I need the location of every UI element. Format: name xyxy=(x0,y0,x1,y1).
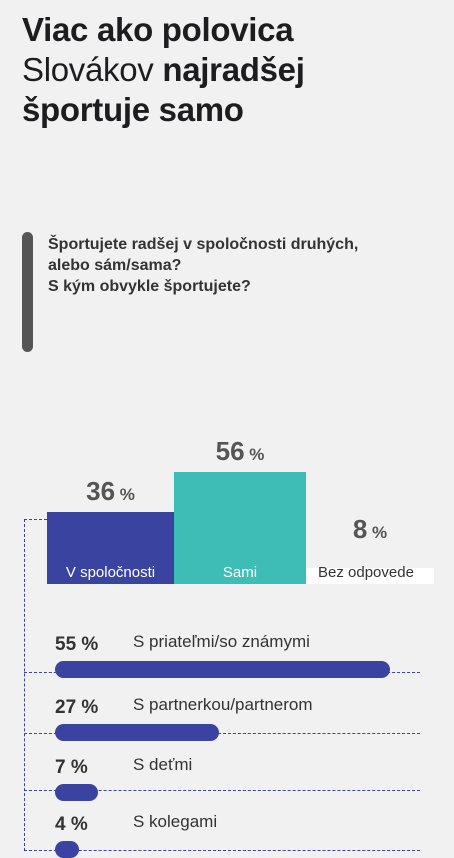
connector-divider-3 xyxy=(24,790,420,791)
column-value-label: 8 % xyxy=(352,514,388,544)
row-value-label: 27 % xyxy=(55,697,99,718)
row-category-label: S priateľmi/so známymi xyxy=(133,632,310,651)
column-value-label: 36 % xyxy=(86,476,135,506)
row-value-label: 4 % xyxy=(55,814,88,835)
row-category-label: S kolegami xyxy=(133,812,218,831)
column-bar-2 xyxy=(174,472,306,584)
headline-line3: športuje samo xyxy=(22,91,244,128)
column-category-label: V spoločnosti xyxy=(65,564,156,581)
question-accent-bar xyxy=(22,232,33,352)
headline: Viac ako polovica Slovákov najradšej špo… xyxy=(22,10,442,130)
row-value-label: 7 % xyxy=(55,757,88,778)
headline-line2-bold: najradšej xyxy=(162,51,305,88)
column-value-label: 56 % xyxy=(215,436,265,466)
column-bar-1 xyxy=(47,512,174,584)
connector-top xyxy=(24,519,47,520)
connector-vertical xyxy=(24,519,25,851)
row-category-label: S deťmi xyxy=(133,755,193,774)
row-bar xyxy=(55,661,390,678)
headline-line2-normal: Slovákov xyxy=(22,51,154,88)
question-line1: Športujete radšej v spoločnosti druhých, xyxy=(48,236,359,253)
column-category-label: Bez odpovede xyxy=(318,564,414,581)
headline-line1: Viac ako polovica xyxy=(22,11,294,48)
row-category-label: S partnerkou/partnerom xyxy=(133,695,313,714)
column-bar-3 xyxy=(306,568,434,584)
row-bar xyxy=(55,724,219,741)
survey-question: Športujete radšej v spoločnosti druhých,… xyxy=(48,234,438,297)
connector-divider-2 xyxy=(24,733,420,734)
row-bar xyxy=(55,784,98,801)
question-line3: S kým obvykle športujete? xyxy=(48,278,251,295)
connector-divider-4 xyxy=(24,850,420,851)
row-value-label: 55 % xyxy=(55,634,99,655)
column-category-label: Sami xyxy=(222,564,258,581)
question-line2: alebo sám/sama? xyxy=(48,257,182,274)
row-bar xyxy=(55,841,79,858)
